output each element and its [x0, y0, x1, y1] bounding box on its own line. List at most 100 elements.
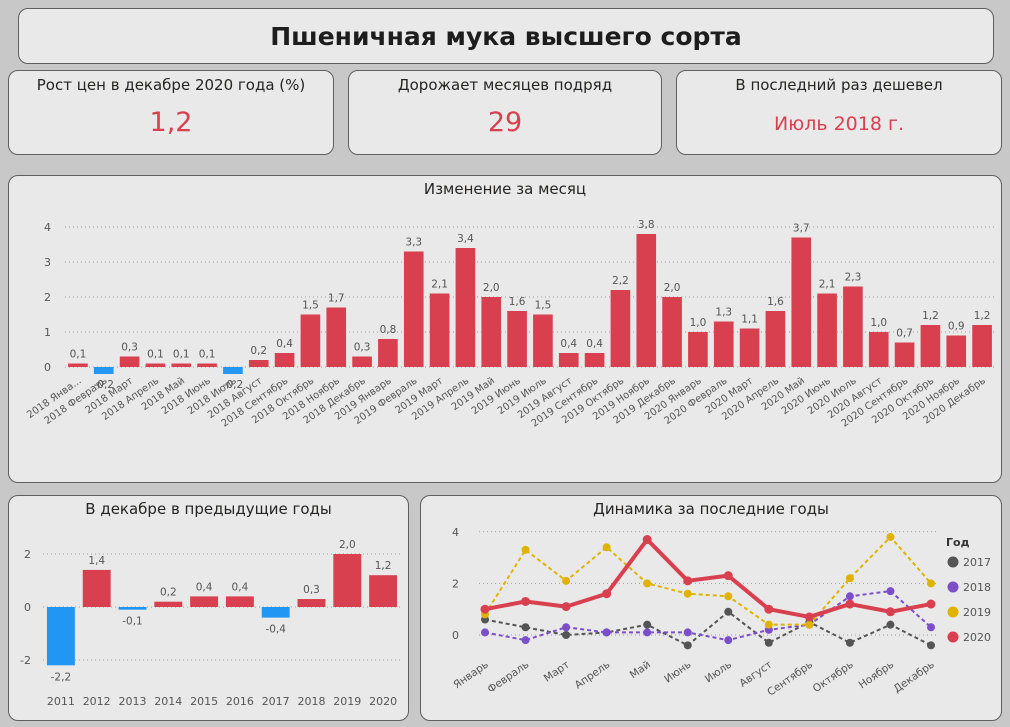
x-tick-label: Июль: [703, 659, 734, 686]
data-point: [845, 574, 854, 583]
december-years-chart: 2 0 -2 -2,2 2011 1,4 2012 -0,1 2013 0,2 2014 0,4 201…: [20, 539, 401, 708]
series-line: [484, 535, 932, 626]
data-label: -0,4: [265, 624, 286, 636]
bar: [297, 599, 326, 607]
data-point: [683, 589, 692, 598]
data-point: [886, 587, 895, 596]
bar: [378, 339, 398, 367]
bar: [868, 332, 889, 367]
data-label: 0,8: [380, 324, 397, 336]
data-label: 1,5: [535, 300, 552, 312]
data-label: -0,2: [94, 379, 115, 391]
chart-title: Изменение за месяц: [423, 180, 587, 198]
bar: [817, 293, 837, 367]
data-point: [643, 620, 652, 629]
data-label: 1,6: [767, 296, 784, 308]
data-label: 0,2: [160, 587, 177, 599]
x-tick-label: 2016: [226, 695, 254, 708]
bar: [171, 363, 192, 367]
bar: [920, 325, 941, 367]
data-label: 2,1: [819, 279, 836, 291]
data-point: [521, 623, 530, 632]
data-label: 1,2: [974, 310, 991, 322]
y-tick-label: 0: [44, 361, 51, 374]
bar: [119, 356, 140, 367]
data-point: [642, 535, 652, 545]
data-label: 1,3: [715, 307, 732, 319]
bar: [507, 311, 527, 367]
data-label: 0,1: [147, 349, 164, 361]
data-point: [521, 596, 531, 606]
bar: [118, 607, 147, 610]
data-label: 0,2: [250, 345, 267, 357]
data-point: [927, 579, 935, 588]
data-point: [927, 623, 935, 632]
data-label: 0,3: [303, 584, 320, 596]
x-tick-label: 2012: [83, 695, 111, 708]
data-label: 1,1: [741, 314, 758, 326]
data-label: 2,0: [339, 539, 356, 551]
bar: [197, 363, 217, 367]
title-panel: Пшеничная мука высшего сорта: [18, 8, 994, 64]
bar: [610, 290, 631, 367]
legend-marker: [947, 556, 959, 568]
series-line: [484, 610, 932, 647]
y-tick-label: 0: [452, 629, 459, 642]
series-line: [484, 590, 932, 642]
data-label: 2,2: [612, 275, 629, 287]
bar: [972, 325, 992, 367]
bar: [481, 297, 502, 367]
data-label: 1,0: [690, 317, 707, 329]
card-last-decrease[interactable]: В последний раз дешевел Июль 2018 г.: [676, 70, 1002, 155]
bar: [261, 607, 290, 618]
data-point: [724, 592, 733, 601]
x-tick-label: Ноябрь: [857, 659, 897, 692]
data-point: [724, 636, 733, 645]
x-tick-label: 2015: [190, 695, 218, 708]
data-label: -0,2: [223, 379, 244, 391]
data-label: 3,8: [638, 219, 655, 231]
bar: [145, 363, 166, 367]
bar: [584, 353, 605, 367]
bar: [68, 363, 88, 367]
card-price-growth[interactable]: Рост цен в декабре 2020 года (%) 1,2: [8, 70, 334, 155]
page-title: Пшеничная мука высшего сорта: [270, 21, 742, 51]
data-point: [683, 628, 692, 637]
data-label: 1,4: [88, 555, 105, 567]
data-label: 0,3: [121, 342, 138, 354]
x-tick-label: Июнь: [662, 659, 693, 686]
data-label: 0,1: [70, 349, 87, 361]
bar: [946, 335, 967, 367]
data-label: 2,0: [483, 282, 500, 294]
x-tick-label: 2014: [154, 695, 182, 708]
card-value: 29: [487, 107, 523, 138]
december-years-chart-panel[interactable]: В декабре в предыдущие годы 2 0 -2 -2,2 2011…: [8, 495, 409, 721]
card-value: Июль 2018 г.: [773, 113, 904, 135]
data-point: [764, 620, 773, 629]
x-tick-label: 2020: [369, 695, 397, 708]
bar: [352, 356, 372, 367]
data-point: [602, 589, 612, 599]
bar: [429, 293, 450, 367]
data-label: 2,0: [664, 282, 681, 294]
monthly-change-chart-panel[interactable]: Изменение за месяц 0 1 2 3 4 0,1 2018 Янва... -…: [8, 175, 1002, 483]
data-label: 0,3: [354, 342, 371, 354]
y-tick-label: 3: [44, 256, 51, 269]
y-tick-label: -2: [20, 654, 31, 667]
y-tick-label: 4: [44, 221, 51, 234]
dynamics-chart-panel[interactable]: Динамика за последние годы 4 2 0 Январь Февр…: [420, 495, 1002, 721]
bar: [190, 596, 219, 607]
data-point: [561, 602, 571, 612]
x-tick-label: 2018: [298, 695, 326, 708]
x-tick-label: Сентябрь: [765, 659, 815, 699]
card-months-rising[interactable]: Дорожает месяцев подряд 29: [348, 70, 662, 155]
bar: [636, 234, 657, 367]
bar: [455, 248, 476, 367]
data-label: 3,3: [405, 237, 422, 249]
legend-marker: [947, 631, 959, 643]
data-label: 1,6: [509, 296, 526, 308]
legend-marker: [947, 606, 959, 618]
bar: [558, 353, 579, 367]
y-tick-label: 0: [24, 601, 31, 614]
data-point: [562, 623, 571, 632]
